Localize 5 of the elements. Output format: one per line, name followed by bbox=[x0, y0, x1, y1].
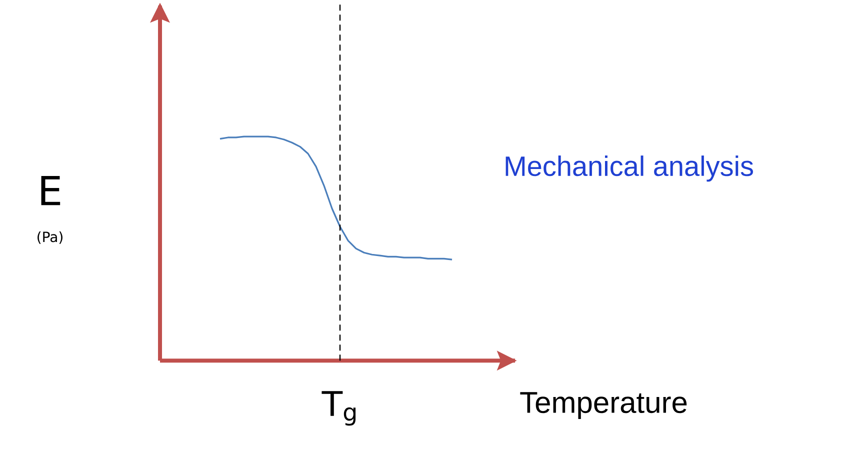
y-axis-title: E bbox=[41, 176, 60, 206]
text: (Pa) bbox=[38, 232, 62, 244]
x-axis-title: Temperature bbox=[520, 392, 687, 420]
text: Mechanical analysis bbox=[506, 156, 753, 182]
text: T$_{g}$ bbox=[322, 391, 356, 426]
